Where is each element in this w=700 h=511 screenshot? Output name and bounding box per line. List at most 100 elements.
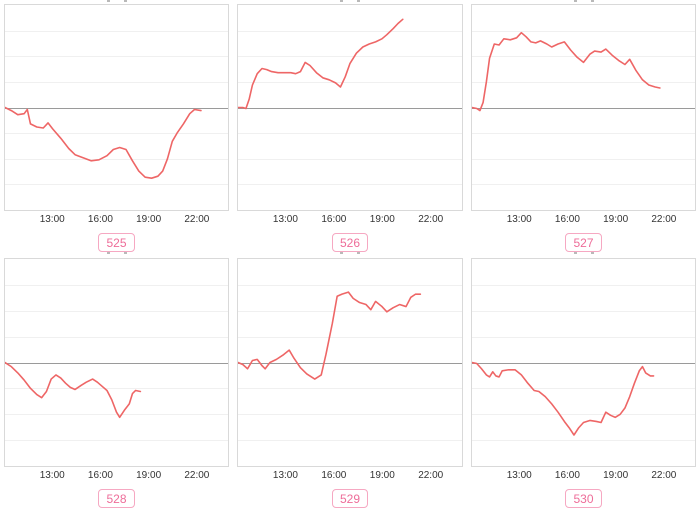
x-tick-label: 13:00 (506, 470, 532, 481)
cropped-chart-title (573, 252, 594, 254)
x-tick-label: 13:00 (506, 214, 532, 225)
chart-badge-525[interactable]: 525 (98, 233, 135, 252)
series-line-svg (472, 5, 695, 210)
chart-canvas-530[interactable] (471, 258, 696, 467)
zero-baseline (238, 362, 462, 364)
x-tick-label: 16:00 (87, 214, 113, 225)
chart-panel-528: 13:00 16:00 19:00 22:00 528 (0, 252, 233, 511)
x-tick-label: 16:00 (321, 470, 347, 481)
grid-line (238, 336, 462, 338)
grid-line (238, 310, 462, 312)
grid-line (238, 56, 462, 58)
zero-baseline (5, 362, 228, 364)
chart-panel-525: 13:00 16:00 19:00 22:00 525 (0, 0, 233, 255)
x-tick-label: 19:00 (603, 214, 629, 225)
chart-badge-527[interactable]: 527 (565, 233, 602, 252)
grid-line (5, 30, 228, 32)
series-line (5, 363, 140, 418)
badge-row: 527 (467, 233, 700, 252)
x-tick-label: 22:00 (651, 470, 677, 481)
grid-line (238, 284, 462, 286)
grid-line (472, 133, 695, 135)
series-line-svg (238, 259, 462, 466)
x-axis-530: 13:00 16:00 19:00 22:00 (471, 470, 696, 483)
chart-panel-530: 13:00 16:00 19:00 22:00 530 (467, 252, 700, 511)
chart-badge-530[interactable]: 530 (565, 489, 602, 508)
x-axis-529: 13:00 16:00 19:00 22:00 (237, 470, 463, 483)
grid-line (5, 388, 228, 390)
chart-badge-528[interactable]: 528 (98, 489, 135, 508)
series-line-svg (472, 259, 695, 466)
grid-line (472, 414, 695, 416)
grid-line (472, 388, 695, 390)
grid-line (5, 184, 228, 186)
series-line (238, 19, 403, 108)
series-line (238, 292, 420, 379)
zero-baseline (238, 107, 462, 109)
x-tick-label: 19:00 (136, 470, 162, 481)
cropped-chart-title (340, 252, 360, 254)
cropped-chart-title (573, 0, 594, 2)
series-line (5, 108, 201, 179)
series-line (472, 363, 654, 436)
grid-line (238, 133, 462, 135)
x-tick-label: 13:00 (39, 470, 65, 481)
x-tick-label: 22:00 (651, 214, 677, 225)
x-axis-526: 13:00 16:00 19:00 22:00 (237, 214, 463, 227)
zero-baseline (472, 107, 695, 109)
grid-line (5, 56, 228, 58)
grid-line (238, 158, 462, 160)
grid-line (5, 284, 228, 286)
badge-row: 530 (467, 489, 700, 508)
grid-line (5, 81, 228, 83)
grid-line (472, 440, 695, 442)
x-tick-label: 16:00 (554, 470, 580, 481)
cropped-chart-title (106, 0, 127, 2)
cropped-chart-title (106, 252, 127, 254)
chart-panel-526: 13:00 16:00 19:00 22:00 526 (233, 0, 467, 255)
grid-line (472, 336, 695, 338)
grid-line (472, 81, 695, 83)
chart-canvas-527[interactable] (471, 4, 696, 211)
series-line-svg (5, 259, 228, 466)
x-tick-label: 13:00 (272, 470, 298, 481)
grid-line (5, 158, 228, 160)
x-tick-label: 19:00 (136, 214, 162, 225)
x-tick-label: 22:00 (418, 214, 444, 225)
chart-canvas-525[interactable] (4, 4, 229, 211)
zero-baseline (472, 362, 695, 364)
grid-line (472, 158, 695, 160)
x-tick-label: 16:00 (87, 470, 113, 481)
x-tick-label: 16:00 (554, 214, 580, 225)
x-tick-label: 22:00 (184, 470, 210, 481)
grid-line (5, 414, 228, 416)
grid-line (238, 440, 462, 442)
x-axis-527: 13:00 16:00 19:00 22:00 (471, 214, 696, 227)
grid-line (5, 133, 228, 135)
zero-baseline (5, 107, 228, 109)
series-line-svg (5, 5, 228, 210)
grid-line (5, 310, 228, 312)
grid-line (5, 440, 228, 442)
badge-row: 529 (233, 489, 467, 508)
grid-line (238, 81, 462, 83)
grid-line (472, 56, 695, 58)
chart-canvas-528[interactable] (4, 258, 229, 467)
grid-line (238, 184, 462, 186)
grid-line (472, 284, 695, 286)
badge-row: 526 (233, 233, 467, 252)
chart-canvas-526[interactable] (237, 4, 463, 211)
chart-canvas-529[interactable] (237, 258, 463, 467)
x-tick-label: 19:00 (603, 470, 629, 481)
chart-panel-527: 13:00 16:00 19:00 22:00 527 (467, 0, 700, 255)
x-tick-label: 13:00 (39, 214, 65, 225)
x-tick-label: 19:00 (369, 470, 395, 481)
chart-panel-529: 13:00 16:00 19:00 22:00 529 (233, 252, 467, 511)
series-line-svg (238, 5, 462, 210)
chart-badge-526[interactable]: 526 (331, 233, 369, 252)
grid-line (238, 30, 462, 32)
badge-row: 528 (0, 489, 233, 508)
x-axis-528: 13:00 16:00 19:00 22:00 (4, 470, 229, 483)
chart-badge-529[interactable]: 529 (331, 489, 369, 508)
x-tick-label: 22:00 (418, 470, 444, 481)
